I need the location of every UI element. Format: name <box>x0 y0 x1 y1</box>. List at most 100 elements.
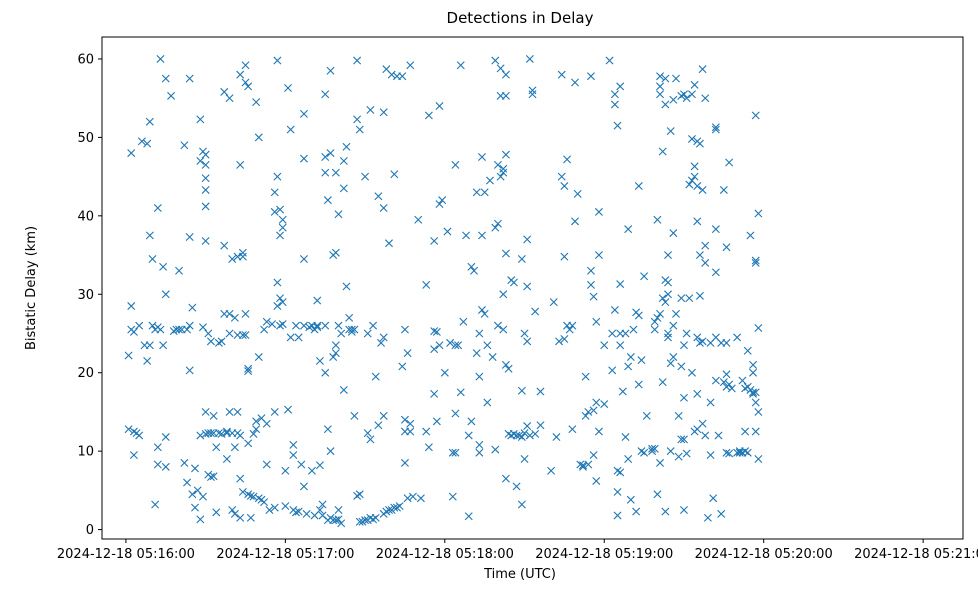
data-point <box>403 349 412 358</box>
data-point <box>475 448 484 457</box>
data-point <box>653 215 662 224</box>
data-point <box>695 251 704 260</box>
data-point <box>127 302 136 311</box>
data-point <box>321 168 330 177</box>
data-point <box>679 341 688 350</box>
data-point <box>478 305 486 314</box>
data-point <box>483 398 492 407</box>
data-point <box>315 356 324 365</box>
data-point <box>161 433 170 442</box>
data-point <box>188 490 197 499</box>
data-point <box>238 248 247 257</box>
data-point <box>321 321 330 330</box>
data-point <box>321 153 330 161</box>
data-point <box>430 236 439 245</box>
data-point <box>687 368 696 377</box>
data-point <box>183 478 192 487</box>
data-point <box>254 494 263 503</box>
data-point <box>342 282 351 291</box>
data-point <box>703 513 712 522</box>
data-point <box>432 417 441 426</box>
data-point <box>751 427 760 436</box>
x-tick-label: 2024-12-18 05:17:00 <box>216 547 354 562</box>
data-point <box>600 341 609 350</box>
data-point <box>238 487 247 496</box>
data-point <box>501 474 510 483</box>
data-point <box>475 372 484 381</box>
y-tick-label: 30 <box>77 288 94 303</box>
data-point <box>653 490 662 499</box>
data-point <box>398 72 407 81</box>
data-point <box>563 155 572 164</box>
data-point <box>592 317 601 326</box>
plot-frame <box>101 36 964 540</box>
data-point <box>313 323 322 332</box>
data-point <box>531 429 540 438</box>
data-point <box>222 427 231 436</box>
data-point <box>695 139 704 148</box>
data-point <box>137 137 146 146</box>
data-point <box>180 141 189 150</box>
data-point <box>749 368 758 377</box>
data-point <box>321 368 330 377</box>
data-point <box>637 447 646 456</box>
data-point <box>273 172 282 181</box>
data-point <box>313 321 322 330</box>
data-point <box>260 325 269 334</box>
data-point <box>350 325 359 334</box>
data-point <box>206 337 215 346</box>
data-point <box>129 451 138 460</box>
data-point <box>175 266 184 275</box>
data-point <box>262 460 271 469</box>
data-point <box>616 341 625 350</box>
data-point <box>294 507 303 516</box>
data-point <box>594 251 603 260</box>
data-point <box>430 389 439 398</box>
data-point <box>446 338 455 347</box>
data-point <box>270 407 279 416</box>
data-point <box>241 331 250 340</box>
data-point <box>624 362 633 371</box>
data-point <box>698 65 707 74</box>
data-point <box>286 333 295 342</box>
data-point <box>624 225 633 234</box>
data-point <box>656 72 665 81</box>
data-point <box>632 507 641 516</box>
data-point <box>278 298 287 307</box>
data-point <box>664 333 673 342</box>
data-point <box>634 182 643 191</box>
data-point <box>440 368 449 377</box>
data-point <box>273 302 282 311</box>
data-point <box>289 451 298 460</box>
data-point <box>339 156 348 165</box>
data-point <box>754 209 763 218</box>
data-point <box>677 294 686 303</box>
data-point <box>302 509 311 518</box>
data-point <box>472 349 481 358</box>
data-point <box>496 172 505 181</box>
x-tick-label: 2024-12-18 05:18:00 <box>376 547 514 562</box>
data-point <box>693 389 702 398</box>
data-point <box>422 280 431 289</box>
data-point <box>299 254 308 263</box>
data-point <box>661 298 670 307</box>
data-point <box>209 411 218 420</box>
data-point <box>637 356 646 365</box>
data-point <box>180 458 189 467</box>
data-point <box>299 109 308 118</box>
data-point <box>159 262 168 271</box>
data-point <box>398 362 407 371</box>
x-tick-label: 2024-12-18 05:16:00 <box>57 547 195 562</box>
chart-title: Detections in Delay <box>447 9 594 27</box>
data-point <box>201 236 210 245</box>
data-point <box>153 443 162 452</box>
data-point <box>236 160 245 169</box>
data-point <box>552 433 561 442</box>
data-point <box>687 134 696 143</box>
data-point <box>292 508 300 517</box>
data-point <box>709 494 718 503</box>
data-point <box>581 372 590 381</box>
data-point <box>613 466 622 475</box>
data-point <box>297 460 306 469</box>
data-point <box>438 196 447 205</box>
